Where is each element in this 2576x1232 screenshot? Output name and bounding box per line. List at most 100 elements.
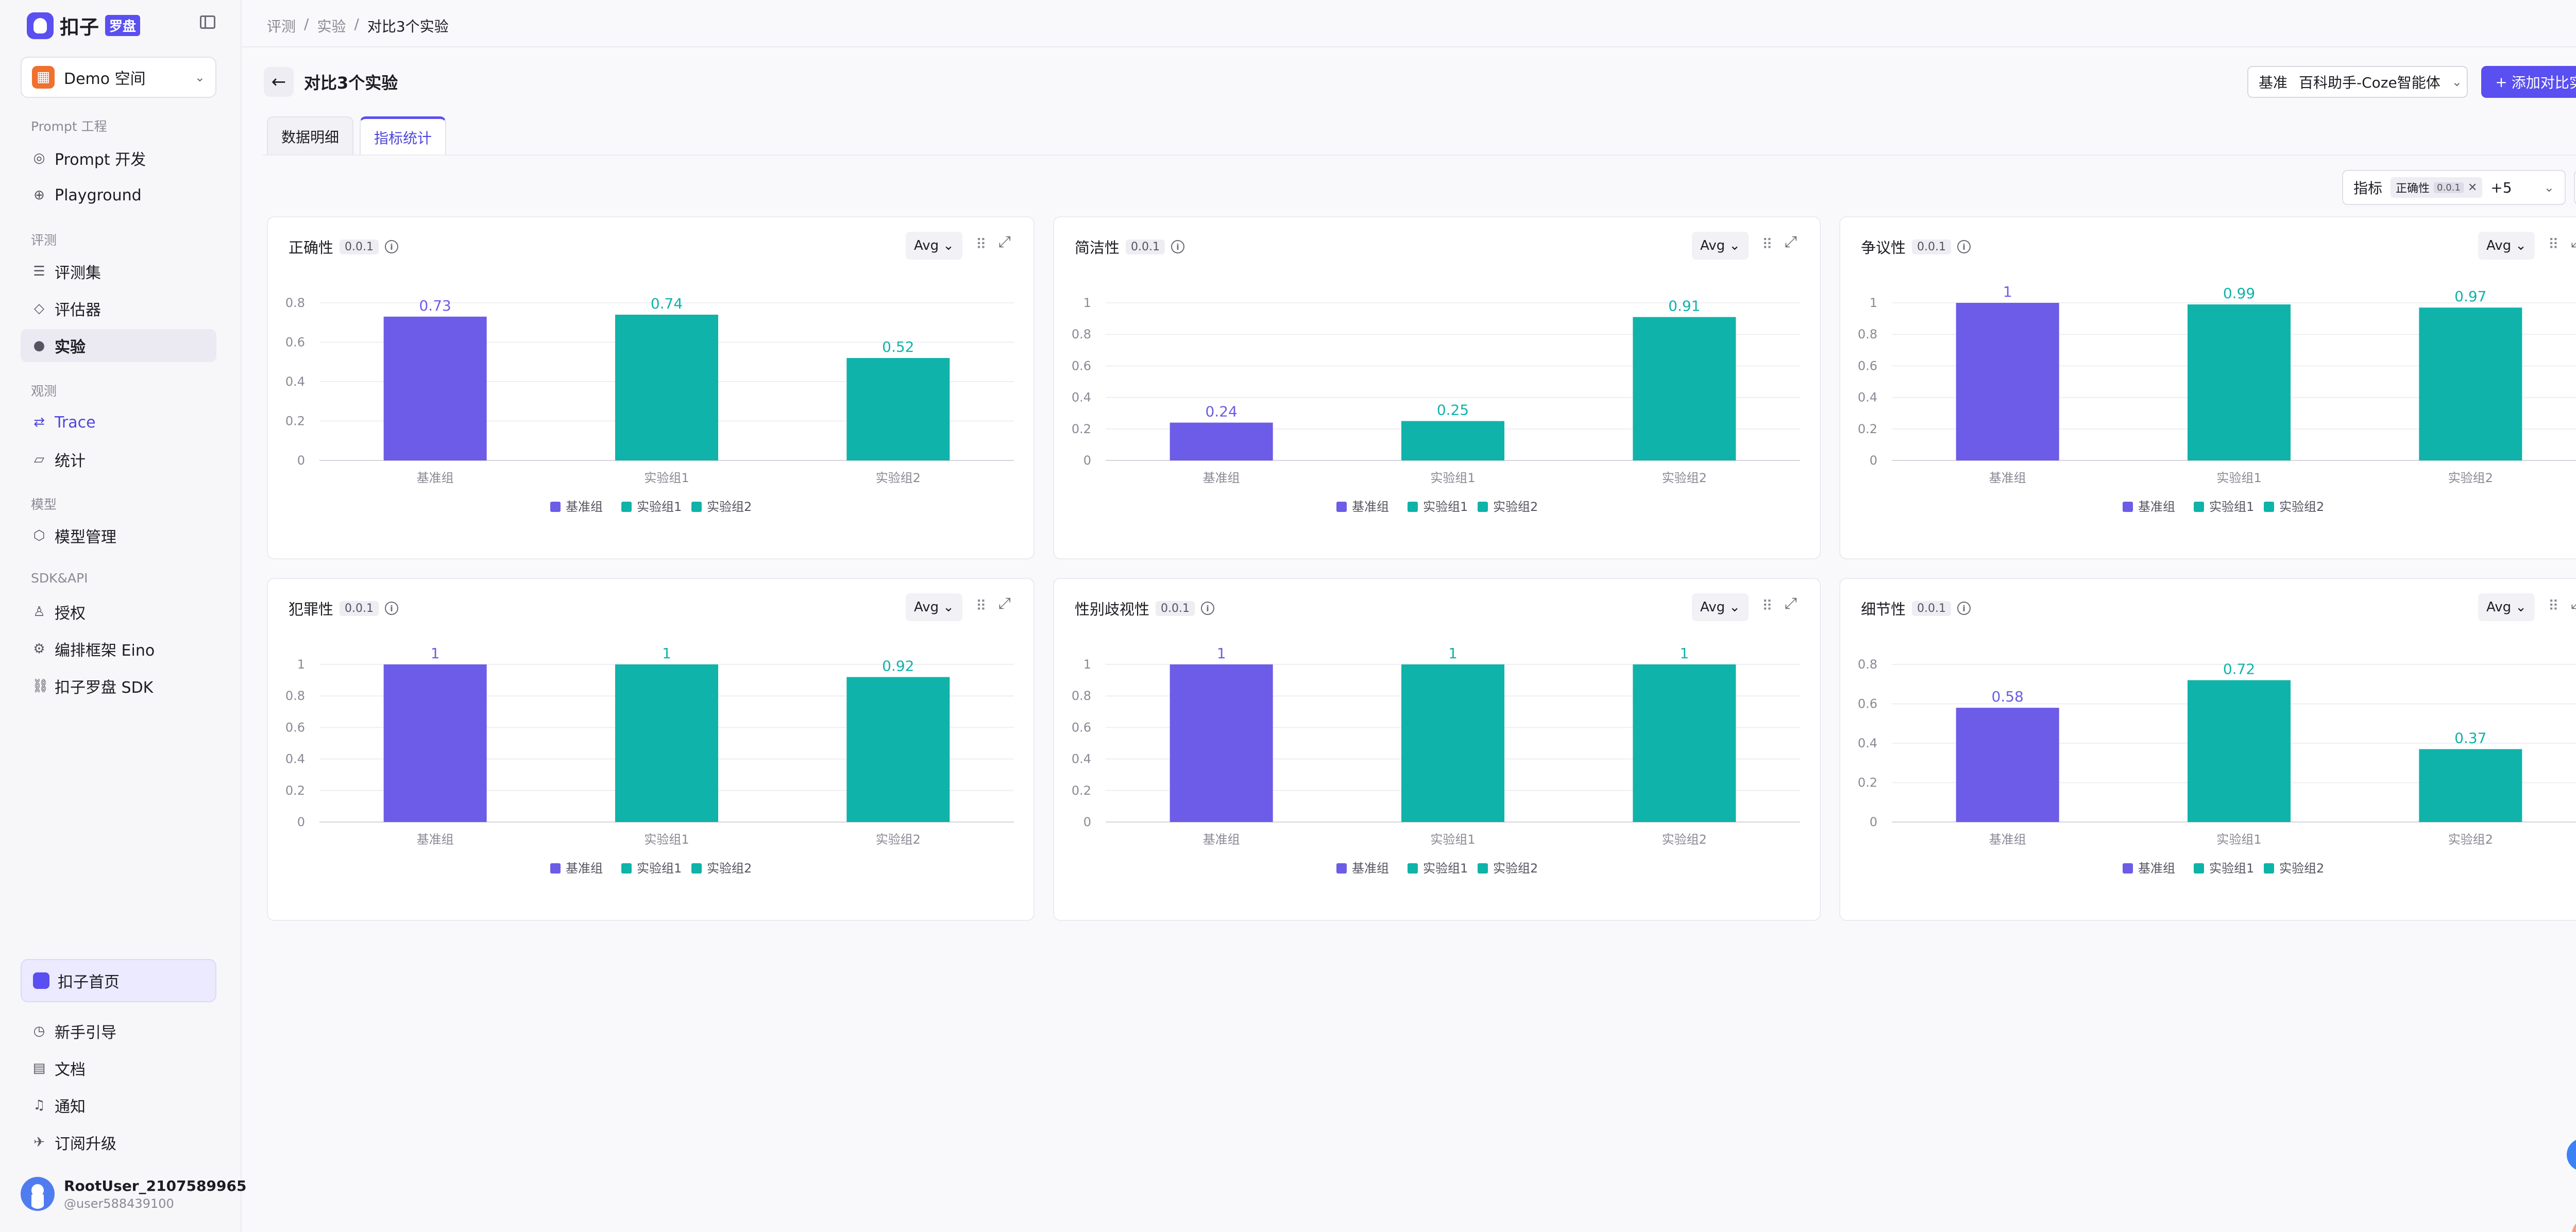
legend-swatch[interactable]	[621, 502, 632, 512]
aggregation-select[interactable]: Avg ⌄	[2478, 232, 2535, 260]
drag-handle-icon[interactable]: ⠿	[2548, 236, 2559, 253]
sidebar-item-auth[interactable]: ♙ 授权	[21, 595, 216, 628]
sidebar-item-notifications[interactable]: ♫ 通知	[21, 1089, 216, 1122]
sidebar-item-eino[interactable]: ⚙ 编排框架 Eino	[21, 632, 216, 665]
legend-label[interactable]: 基准组	[566, 861, 603, 876]
legend-label[interactable]: 基准组	[1352, 500, 1389, 514]
sidebar-item-sdk[interactable]: ⛓ 扣子罗盘 SDK	[21, 670, 216, 703]
brand-logo[interactable]: 扣子 罗盘	[27, 11, 141, 40]
sidebar-item-model[interactable]: ⬡ 模型管理	[21, 519, 216, 552]
aggregation-select[interactable]: Avg ⌄	[1692, 232, 1749, 260]
bar[interactable]	[383, 316, 487, 460]
sidebar-item-experiment[interactable]: ● 实验	[21, 329, 216, 362]
bar[interactable]	[1170, 664, 1273, 822]
bar[interactable]	[1633, 664, 1736, 822]
sidebar-item-upgrade[interactable]: ✈ 订阅升级	[21, 1126, 216, 1159]
legend-label[interactable]: 实验组2	[2279, 861, 2324, 876]
legend-label[interactable]: 基准组	[566, 500, 603, 514]
bar[interactable]	[2188, 680, 2291, 822]
sidebar-collapse-icon[interactable]	[200, 15, 215, 29]
legend-swatch[interactable]	[1336, 502, 1347, 512]
aggregation-select[interactable]: Avg ⌄	[906, 593, 962, 621]
bar[interactable]	[1633, 317, 1736, 460]
chat-float-button[interactable]: ▣	[2567, 1138, 2576, 1171]
bar[interactable]	[2419, 307, 2522, 460]
legend-label[interactable]: 基准组	[1352, 861, 1389, 876]
sidebar-item-guide[interactable]: ◷ 新手引导	[21, 1015, 216, 1048]
legend-swatch[interactable]	[2123, 502, 2133, 512]
tab-metric-stats[interactable]: 指标统计	[360, 116, 447, 156]
legend-swatch[interactable]	[1408, 502, 1418, 512]
bar[interactable]	[2419, 749, 2522, 822]
space-selector[interactable]: Demo 空间 ⌄	[21, 57, 216, 98]
legend-swatch[interactable]	[1478, 863, 1488, 874]
legend-label[interactable]: 实验组1	[2209, 861, 2254, 876]
info-icon[interactable]: i	[385, 602, 398, 615]
drag-handle-icon[interactable]: ⠿	[976, 597, 987, 614]
legend-swatch[interactable]	[550, 863, 561, 874]
drag-handle-icon[interactable]: ⠿	[1762, 597, 1773, 614]
legend-swatch[interactable]	[691, 863, 702, 874]
breadcrumb-item[interactable]: 评测	[267, 18, 296, 35]
bar[interactable]	[383, 664, 487, 822]
sidebar-item-dataset[interactable]: ☰ 评测集	[21, 255, 216, 288]
bar[interactable]	[615, 664, 718, 822]
legend-swatch[interactable]	[621, 863, 632, 874]
assistant-avatar[interactable]	[2572, 1219, 2576, 1232]
expand-icon[interactable]: ⤢	[2571, 233, 2576, 251]
info-icon[interactable]: i	[1957, 240, 1971, 253]
legend-swatch[interactable]	[691, 502, 702, 512]
sidebar-item-playground[interactable]: ⊕ Playground	[21, 179, 216, 212]
legend-label[interactable]: 实验组2	[707, 500, 752, 514]
sidebar-item-docs[interactable]: ▤ 文档	[21, 1052, 216, 1085]
metric-filter[interactable]: 指标 正确性 0.0.1 ✕ +5 ⌄	[2342, 170, 2566, 205]
bar[interactable]	[2188, 304, 2291, 460]
legend-swatch[interactable]	[1336, 863, 1347, 874]
expand-icon[interactable]: ⤢	[998, 594, 1011, 612]
legend-label[interactable]: 实验组2	[1493, 500, 1538, 514]
legend-swatch[interactable]	[2194, 502, 2204, 512]
expand-icon[interactable]: ⤢	[1785, 594, 1797, 612]
add-compare-experiment-button[interactable]: + 添加对比实验	[2481, 66, 2576, 98]
legend-label[interactable]: 实验组2	[2279, 500, 2324, 514]
legend-swatch[interactable]	[2264, 502, 2274, 512]
sidebar-item-trace[interactable]: ⇄ Trace	[21, 406, 216, 439]
close-icon[interactable]: ✕	[2467, 181, 2478, 194]
aggregation-select[interactable]: Avg ⌄	[2478, 593, 2535, 621]
legend-label[interactable]: 基准组	[2138, 500, 2175, 514]
sidebar-item-evaluator[interactable]: ◇ 评估器	[21, 292, 216, 325]
legend-label[interactable]: 实验组1	[1423, 500, 1468, 514]
legend-swatch[interactable]	[1478, 502, 1488, 512]
legend-swatch[interactable]	[2123, 863, 2133, 874]
legend-label[interactable]: 基准组	[2138, 861, 2175, 876]
expand-icon[interactable]: ⤢	[998, 233, 1011, 251]
back-button[interactable]: ←	[264, 67, 294, 97]
drag-handle-icon[interactable]: ⠿	[976, 236, 987, 253]
tab-data-detail[interactable]: 数据明细	[267, 116, 354, 156]
bar[interactable]	[615, 314, 718, 460]
bar[interactable]	[846, 677, 950, 822]
legend-swatch[interactable]	[1408, 863, 1418, 874]
bar[interactable]	[1956, 708, 2059, 822]
home-link[interactable]: 扣子首页	[21, 959, 216, 1002]
bar[interactable]	[1401, 664, 1504, 822]
legend-swatch[interactable]	[2264, 863, 2274, 874]
aggregation-select[interactable]: Avg ⌄	[1692, 593, 1749, 621]
breadcrumb-item[interactable]: 实验	[317, 18, 346, 35]
drag-handle-icon[interactable]: ⠿	[2548, 597, 2559, 614]
bar[interactable]	[846, 358, 950, 460]
legend-label[interactable]: 实验组1	[637, 500, 682, 514]
bar[interactable]	[1956, 303, 2059, 460]
info-icon[interactable]: i	[1171, 240, 1184, 253]
info-icon[interactable]: i	[1201, 602, 1214, 615]
expand-icon[interactable]: ⤢	[1785, 233, 1797, 251]
drag-handle-icon[interactable]: ⠿	[1762, 236, 1773, 253]
legend-label[interactable]: 实验组1	[2209, 500, 2254, 514]
aggregation-select[interactable]: Avg ⌄	[906, 232, 962, 260]
baseline-select[interactable]: 基准 百科助手-Coze智能体 ⌄	[2247, 66, 2468, 98]
bar[interactable]	[1401, 421, 1504, 461]
legend-label[interactable]: 实验组2	[1493, 861, 1538, 876]
sidebar-item-stats[interactable]: ▱ 统计	[21, 443, 216, 476]
info-icon[interactable]: i	[1957, 602, 1971, 615]
legend-swatch[interactable]	[2194, 863, 2204, 874]
